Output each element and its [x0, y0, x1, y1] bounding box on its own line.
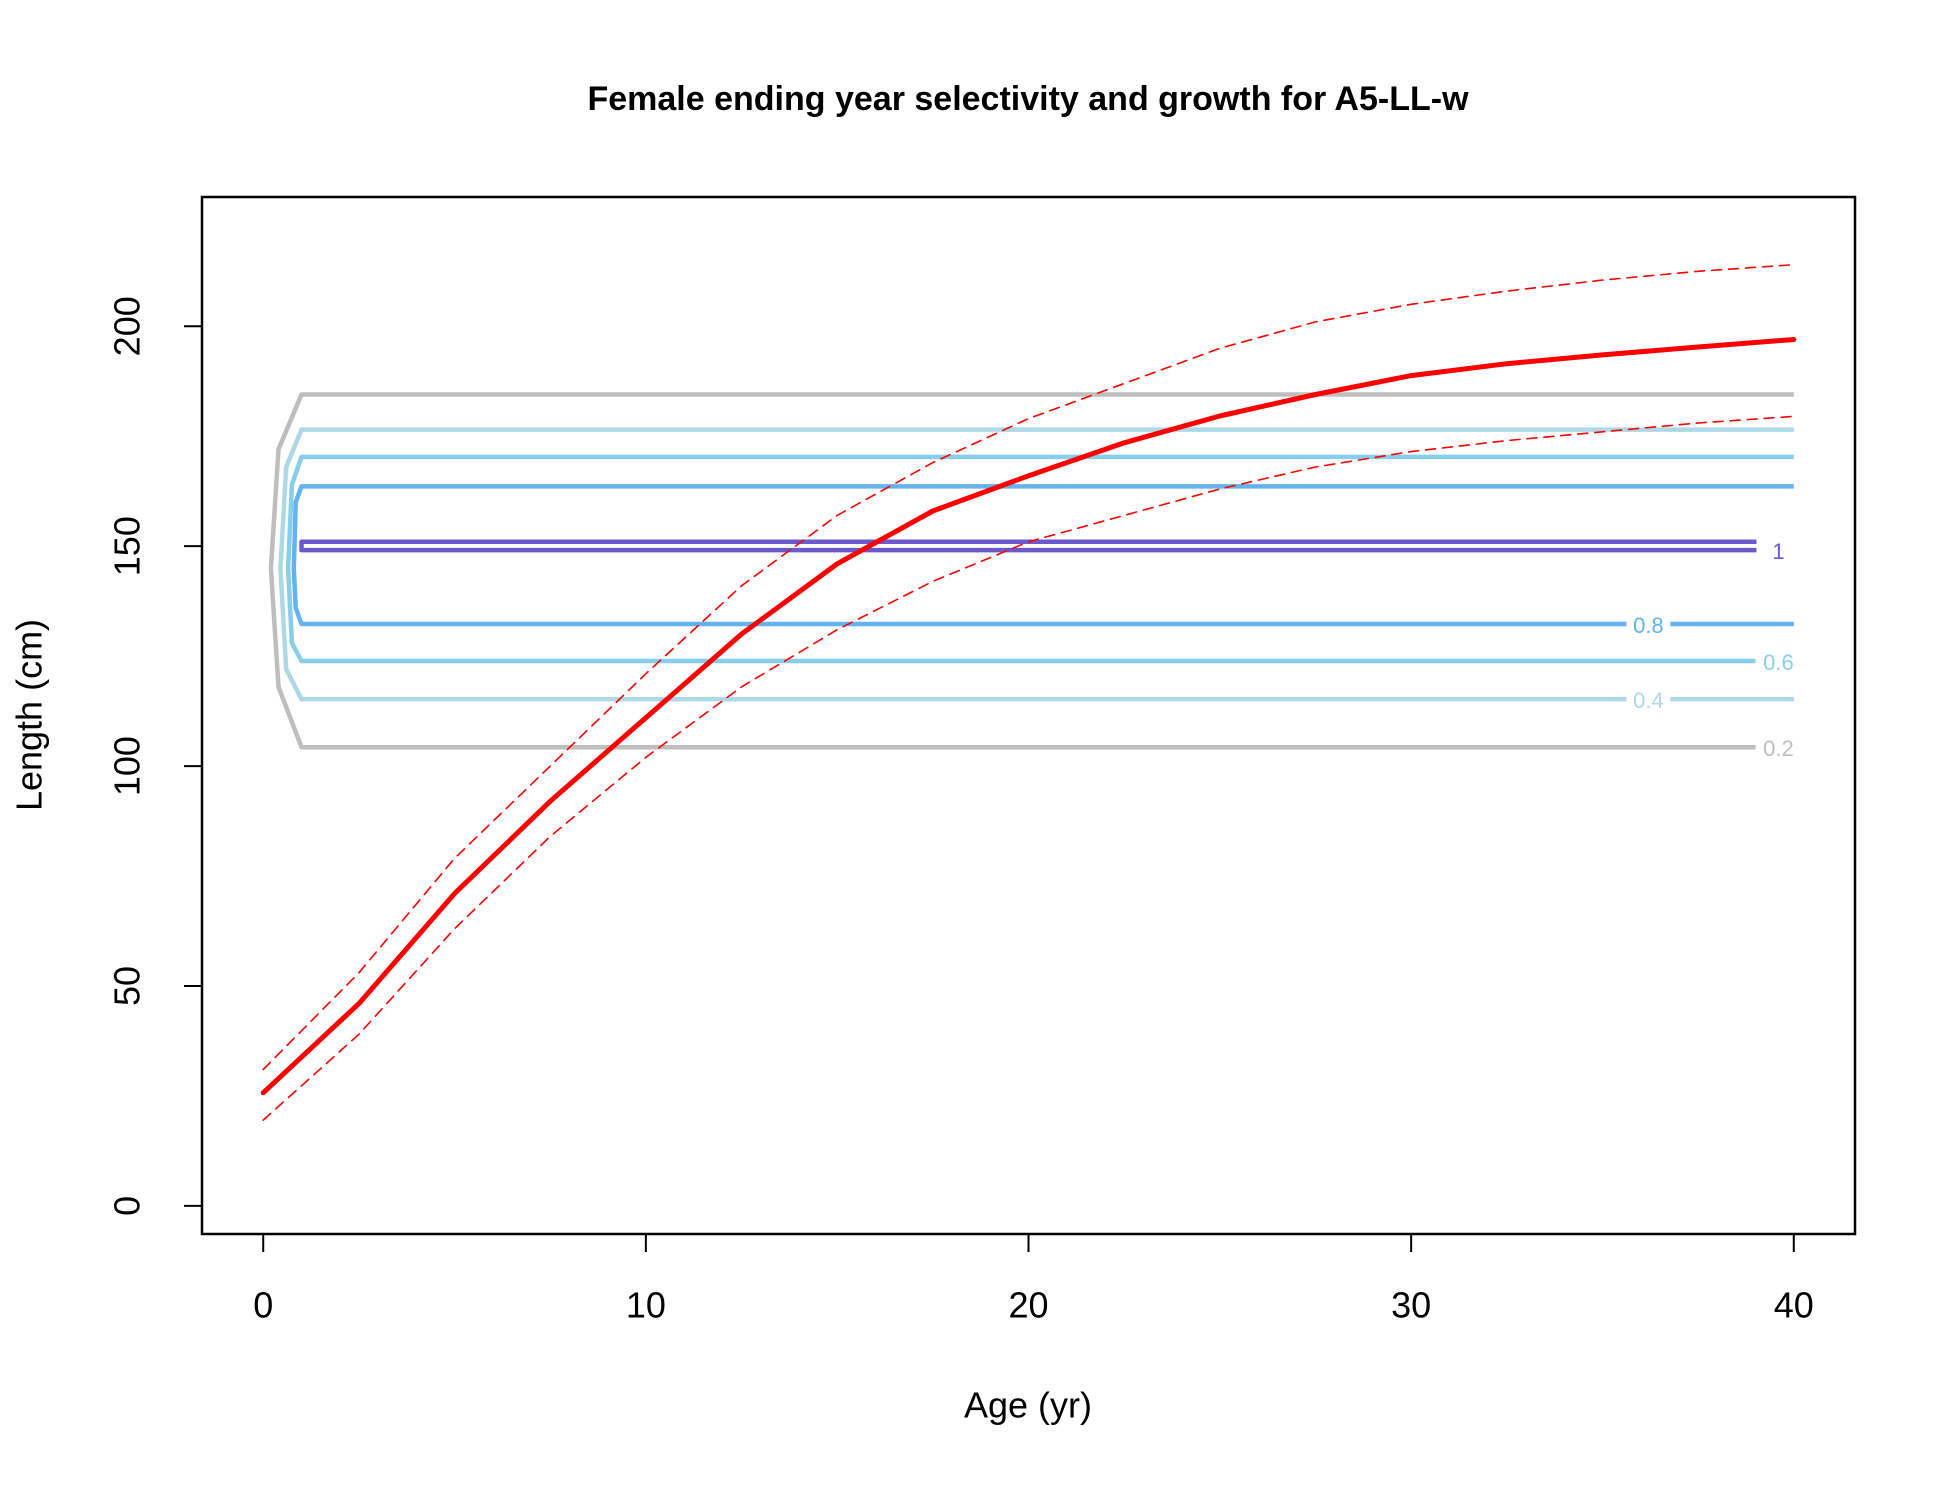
chart-title: Female ending year selectivity and growt… — [587, 80, 1469, 118]
contour-label-bg — [1756, 649, 1801, 672]
y-tick-label: 200 — [107, 296, 148, 356]
x-tick-label: 40 — [1774, 1285, 1814, 1326]
y-tick-label: 0 — [107, 1196, 148, 1216]
y-axis-label: Length (cm) — [9, 619, 50, 811]
x-tick-label: 0 — [253, 1285, 273, 1326]
contour-label: 0.6 — [1763, 650, 1794, 675]
contour-line — [291, 484, 1794, 627]
contour-label-bg — [1756, 539, 1801, 562]
x-axis-label: Age (yr) — [964, 1385, 1092, 1426]
contour-label: 0.2 — [1763, 736, 1794, 761]
interval-line — [262, 415, 1795, 1121]
x-tick-label: 30 — [1391, 1285, 1431, 1326]
y-tick-label: 50 — [107, 966, 148, 1006]
contour-label: 0.4 — [1633, 688, 1664, 713]
x-tick-label: 10 — [626, 1285, 666, 1326]
contour-line — [285, 454, 1794, 664]
contour-label-bg — [1626, 613, 1671, 636]
y-tick-label: 150 — [107, 516, 148, 576]
contour-line — [268, 392, 1794, 750]
contour-label-bg — [1626, 688, 1671, 711]
contour-line — [299, 539, 1794, 553]
x-tick-label: 20 — [1008, 1285, 1048, 1326]
contour-label: 0.8 — [1633, 613, 1664, 638]
contour-label-bg — [1756, 736, 1801, 759]
contour-label: 1 — [1772, 539, 1784, 564]
y-tick-label: 100 — [107, 736, 148, 796]
contour-line — [278, 427, 1794, 702]
growth-line — [260, 337, 1797, 1096]
interval-line — [262, 263, 1795, 1071]
